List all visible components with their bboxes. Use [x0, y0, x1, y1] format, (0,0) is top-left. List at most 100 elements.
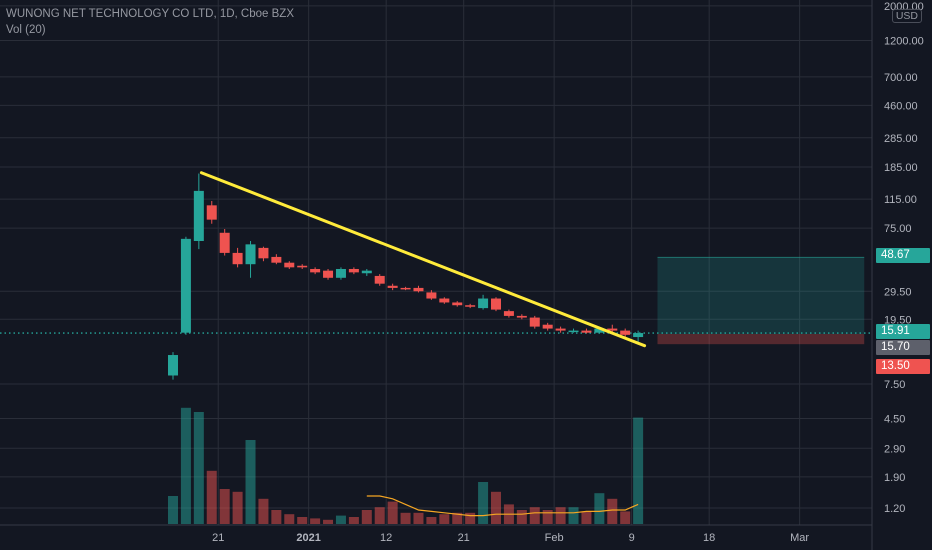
- volume-bar: [387, 501, 398, 524]
- candle: [348, 267, 359, 275]
- candle: [284, 261, 295, 269]
- volume-bar: [555, 507, 566, 524]
- candle: [206, 200, 217, 224]
- volume-bar: [607, 498, 618, 524]
- candle: [361, 268, 372, 276]
- candle-body: [206, 205, 217, 220]
- volume-bar: [271, 510, 282, 524]
- candle: [452, 301, 463, 307]
- candle-body: [503, 311, 514, 316]
- candle: [426, 290, 437, 300]
- candle: [323, 268, 334, 280]
- volume-bar: [581, 511, 592, 524]
- candle-body: [193, 190, 204, 241]
- price-tick-label: 19.50: [884, 314, 912, 326]
- candle: [297, 264, 308, 269]
- candle-body: [232, 252, 243, 265]
- candle: [439, 297, 450, 304]
- volume-bar: [219, 489, 230, 524]
- candle-body: [478, 298, 489, 309]
- candle: [387, 283, 398, 291]
- volume-bar: [297, 517, 308, 524]
- time-tick-label: Feb: [545, 532, 564, 544]
- candle: [633, 330, 644, 342]
- candle-body: [245, 244, 256, 265]
- candle: [219, 229, 230, 256]
- candle: [581, 328, 592, 334]
- volume-bar: [284, 514, 295, 524]
- candle: [529, 315, 540, 329]
- candle: [503, 309, 514, 318]
- volume-bar: [245, 440, 256, 524]
- volume-bar: [516, 510, 527, 524]
- candle: [478, 294, 489, 310]
- price-tick-label: 7.50: [884, 379, 905, 391]
- candle-body: [594, 328, 605, 333]
- candle-body: [323, 270, 334, 278]
- candle: [413, 285, 424, 293]
- volume-bar: [361, 510, 372, 524]
- volume-bar: [180, 407, 191, 524]
- volume-bar: [413, 512, 424, 524]
- time-axis[interactable]: 21 2021 12 21 Feb 9 18 Mar: [0, 524, 872, 544]
- candle-body: [400, 287, 411, 290]
- last-price-badge: 15.91: [876, 324, 930, 339]
- volume-bar: [439, 514, 450, 524]
- time-tick-label: 2021: [296, 532, 320, 544]
- candle-body: [620, 330, 631, 335]
- candle-body: [168, 355, 178, 376]
- candle-body: [426, 292, 437, 299]
- stop-badge: 13.50: [876, 359, 930, 374]
- price-tick-label: 29.50: [884, 286, 912, 298]
- volume-bar: [620, 511, 631, 524]
- volume-bar: [633, 417, 644, 524]
- trendline[interactable]: [199, 171, 647, 348]
- time-tick-label: 21: [212, 532, 224, 544]
- candle: [516, 314, 527, 320]
- candle-body: [258, 247, 269, 259]
- candle: [607, 324, 618, 333]
- volume-bar: [452, 512, 463, 524]
- time-tick-label: 18: [703, 532, 715, 544]
- volume-bar: [491, 491, 501, 524]
- trendline-line[interactable]: [199, 171, 647, 348]
- volume-bar: [594, 493, 605, 524]
- candle-body: [452, 302, 463, 306]
- time-tick-label: 21: [458, 532, 470, 544]
- volume-bar: [478, 482, 489, 524]
- volume-bar: [193, 412, 204, 524]
- candle: [310, 267, 321, 275]
- candle-body: [413, 287, 424, 292]
- candle-body: [633, 333, 644, 338]
- price-tick-label: 2.90: [884, 443, 905, 455]
- stop-zone: [657, 333, 865, 345]
- candle-body: [180, 238, 191, 333]
- volume-bar: [529, 507, 540, 524]
- symbol-title: WUNONG NET TECHNOLOGY CO LTD, 1D, Cboe B…: [6, 8, 294, 20]
- candle-body: [465, 305, 476, 307]
- candle-body: [271, 256, 282, 263]
- candle: [271, 254, 282, 265]
- candle-body: [491, 298, 501, 310]
- currency-label[interactable]: USD: [891, 9, 922, 23]
- price-tick-label: 1200.00: [884, 35, 924, 47]
- volume-bar: [258, 498, 269, 524]
- candle-body: [568, 330, 579, 333]
- chart-grid: [0, 0, 872, 525]
- volume-ma: [366, 495, 639, 517]
- time-tick-label: 12: [380, 532, 392, 544]
- volume-bar: [323, 519, 334, 524]
- candle: [180, 236, 191, 335]
- volume-bar: [348, 517, 359, 524]
- entry-badge: 15.70: [876, 340, 930, 355]
- price-axis[interactable]: 2000.001200.00700.00460.00285.00185.0011…: [871, 0, 932, 550]
- candle-body: [361, 270, 372, 274]
- candle-body: [439, 298, 450, 303]
- candle-body: [348, 268, 359, 273]
- price-tick-label: 285.00: [884, 133, 918, 145]
- candle-body: [555, 328, 566, 331]
- price-tick-label: 1.20: [884, 503, 905, 515]
- price-tick-label: 185.00: [884, 162, 918, 174]
- volume-label: Vol (20): [6, 24, 46, 36]
